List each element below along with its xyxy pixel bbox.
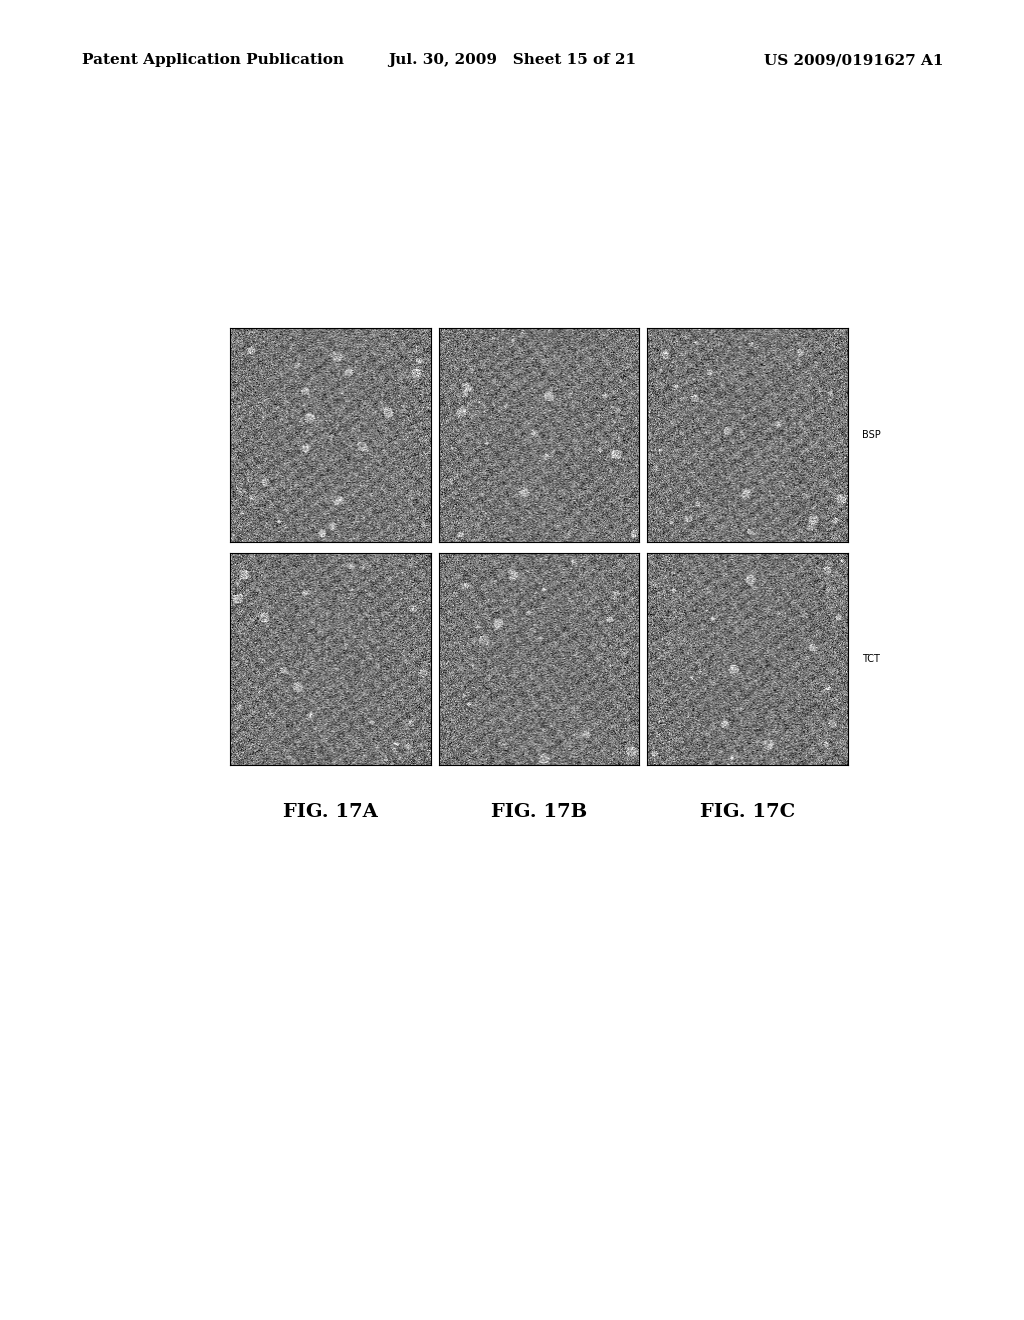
Text: US 2009/0191627 A1: US 2009/0191627 A1 [765, 53, 944, 67]
Text: BSP: BSP [862, 430, 881, 440]
Text: TCT: TCT [862, 653, 880, 664]
Text: FIG. 17B: FIG. 17B [490, 803, 587, 821]
Text: FIG. 17A: FIG. 17A [283, 803, 378, 821]
Text: FIG. 17C: FIG. 17C [700, 803, 796, 821]
Text: Jul. 30, 2009   Sheet 15 of 21: Jul. 30, 2009 Sheet 15 of 21 [388, 53, 636, 67]
Text: Patent Application Publication: Patent Application Publication [82, 53, 344, 67]
